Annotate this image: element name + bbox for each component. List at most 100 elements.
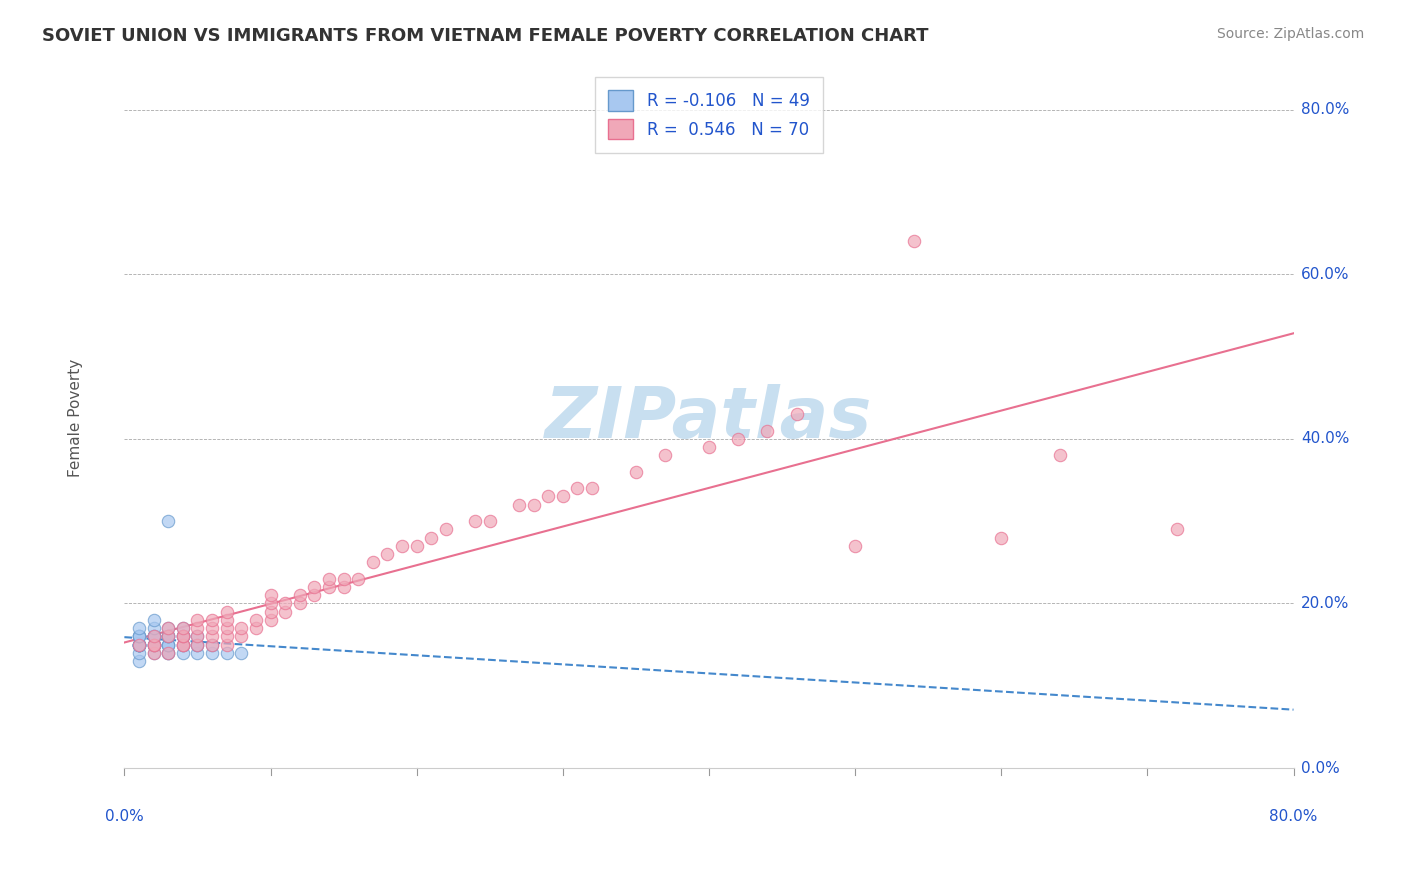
Point xyxy=(157,629,180,643)
Text: Source: ZipAtlas.com: Source: ZipAtlas.com xyxy=(1216,27,1364,41)
Text: 0.0%: 0.0% xyxy=(105,809,143,824)
Point xyxy=(259,588,281,602)
Point xyxy=(142,629,165,643)
Point xyxy=(654,448,676,462)
Point xyxy=(478,514,501,528)
Point xyxy=(172,621,194,635)
Point xyxy=(245,621,267,635)
Text: 40.0%: 40.0% xyxy=(1301,432,1350,446)
Point xyxy=(215,621,238,635)
Point xyxy=(318,580,340,594)
Point xyxy=(142,638,165,652)
Point xyxy=(288,597,311,611)
Point xyxy=(1049,448,1071,462)
Point xyxy=(201,638,224,652)
Point xyxy=(172,638,194,652)
Point xyxy=(288,588,311,602)
Point xyxy=(172,629,194,643)
Text: 20.0%: 20.0% xyxy=(1301,596,1350,611)
Point xyxy=(172,638,194,652)
Point xyxy=(172,638,194,652)
Point xyxy=(128,621,150,635)
Point xyxy=(142,646,165,660)
Point xyxy=(624,465,647,479)
Point xyxy=(903,235,925,249)
Point xyxy=(201,621,224,635)
Point xyxy=(128,638,150,652)
Legend: R = -0.106   N = 49, R =  0.546   N = 70: R = -0.106 N = 49, R = 0.546 N = 70 xyxy=(595,77,823,153)
Point xyxy=(231,629,253,643)
Point xyxy=(318,572,340,586)
Point xyxy=(581,481,603,495)
Point xyxy=(186,638,208,652)
Point xyxy=(128,654,150,668)
Point xyxy=(274,605,297,619)
Point xyxy=(186,646,208,660)
Point xyxy=(142,629,165,643)
Point xyxy=(332,572,354,586)
Point xyxy=(420,531,443,545)
Point xyxy=(274,597,297,611)
Point xyxy=(361,555,384,569)
Point xyxy=(172,629,194,643)
Point xyxy=(844,539,866,553)
Point xyxy=(186,629,208,643)
Point xyxy=(142,613,165,627)
Point xyxy=(201,629,224,643)
Point xyxy=(128,638,150,652)
Text: Female Poverty: Female Poverty xyxy=(69,359,83,477)
Point xyxy=(215,613,238,627)
Text: 80.0%: 80.0% xyxy=(1270,809,1317,824)
Point xyxy=(332,580,354,594)
Text: 80.0%: 80.0% xyxy=(1301,103,1350,117)
Point xyxy=(157,621,180,635)
Point xyxy=(377,547,399,561)
Point xyxy=(157,638,180,652)
Point xyxy=(172,638,194,652)
Point xyxy=(201,646,224,660)
Point xyxy=(128,638,150,652)
Point xyxy=(128,629,150,643)
Point xyxy=(186,621,208,635)
Point xyxy=(142,638,165,652)
Point xyxy=(464,514,486,528)
Point xyxy=(1166,523,1188,537)
Point xyxy=(157,646,180,660)
Point xyxy=(128,629,150,643)
Point xyxy=(172,629,194,643)
Point xyxy=(142,629,165,643)
Point xyxy=(128,638,150,652)
Point xyxy=(157,646,180,660)
Point xyxy=(157,629,180,643)
Point xyxy=(186,638,208,652)
Point xyxy=(259,613,281,627)
Point xyxy=(786,407,808,421)
Point xyxy=(727,432,749,446)
Text: ZIPatlas: ZIPatlas xyxy=(546,384,873,453)
Point xyxy=(142,646,165,660)
Point xyxy=(215,638,238,652)
Point xyxy=(157,629,180,643)
Point xyxy=(172,629,194,643)
Point xyxy=(304,588,326,602)
Point xyxy=(128,638,150,652)
Text: 0.0%: 0.0% xyxy=(1301,761,1340,775)
Point xyxy=(231,621,253,635)
Point xyxy=(128,629,150,643)
Point xyxy=(142,629,165,643)
Text: SOVIET UNION VS IMMIGRANTS FROM VIETNAM FEMALE POVERTY CORRELATION CHART: SOVIET UNION VS IMMIGRANTS FROM VIETNAM … xyxy=(42,27,929,45)
Point xyxy=(215,646,238,660)
Point xyxy=(201,638,224,652)
Point xyxy=(215,629,238,643)
Point xyxy=(201,613,224,627)
Point xyxy=(186,613,208,627)
Point xyxy=(508,498,530,512)
Point xyxy=(142,638,165,652)
Point xyxy=(990,531,1012,545)
Point xyxy=(142,621,165,635)
Point xyxy=(172,646,194,660)
Point xyxy=(697,440,720,454)
Point xyxy=(186,629,208,643)
Point xyxy=(157,638,180,652)
Point xyxy=(259,597,281,611)
